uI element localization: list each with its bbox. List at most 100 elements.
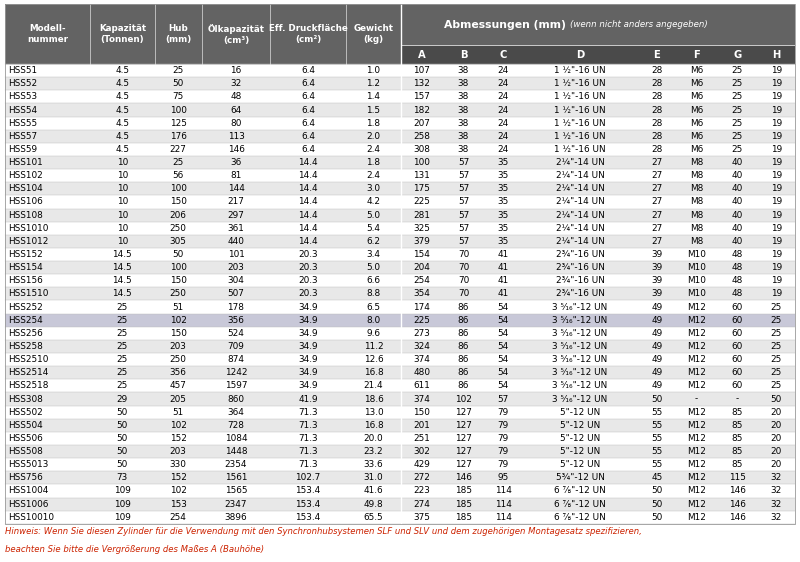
- Text: 25: 25: [732, 79, 743, 88]
- Text: 50: 50: [117, 421, 128, 430]
- Text: M12: M12: [687, 473, 706, 482]
- Bar: [5, 169, 795, 182]
- Text: 14.4: 14.4: [298, 158, 318, 167]
- Text: 13.0: 13.0: [364, 407, 383, 416]
- Text: M6: M6: [690, 145, 703, 154]
- Text: 19: 19: [770, 158, 782, 167]
- Text: 10: 10: [117, 171, 128, 180]
- Text: 24: 24: [498, 132, 509, 141]
- Text: 25: 25: [770, 302, 782, 311]
- Text: 1.8: 1.8: [366, 119, 381, 128]
- Text: 250: 250: [170, 224, 186, 233]
- Text: 48: 48: [732, 277, 743, 285]
- Text: M6: M6: [690, 92, 703, 101]
- Text: 60: 60: [732, 368, 743, 377]
- Text: M6: M6: [690, 119, 703, 128]
- Text: 205: 205: [170, 395, 186, 404]
- Text: HSS57: HSS57: [8, 132, 37, 141]
- Text: 10: 10: [117, 158, 128, 167]
- Text: 874: 874: [227, 355, 245, 364]
- Text: 132: 132: [414, 79, 430, 88]
- Bar: [5, 301, 795, 314]
- Text: Modell-
nummer: Modell- nummer: [27, 24, 68, 44]
- Text: 32: 32: [770, 473, 782, 482]
- Text: 50: 50: [770, 395, 782, 404]
- Text: 85: 85: [732, 447, 743, 456]
- Text: 54: 54: [498, 382, 509, 391]
- Text: 45: 45: [651, 473, 662, 482]
- Text: HSS101: HSS101: [8, 158, 42, 167]
- Text: 2¼"-14 UN: 2¼"-14 UN: [556, 224, 605, 233]
- Text: 5"-12 UN: 5"-12 UN: [560, 447, 600, 456]
- Text: 70: 70: [458, 263, 469, 272]
- Text: 258: 258: [414, 132, 430, 141]
- Text: 25: 25: [770, 355, 782, 364]
- Text: 480: 480: [414, 368, 430, 377]
- Text: 73: 73: [117, 473, 128, 482]
- Text: C: C: [500, 49, 507, 60]
- Text: 14.4: 14.4: [298, 224, 318, 233]
- Text: 32: 32: [770, 500, 782, 509]
- Text: M12: M12: [687, 421, 706, 430]
- Text: A: A: [418, 49, 426, 60]
- Text: M12: M12: [687, 342, 706, 351]
- Text: 101: 101: [228, 250, 245, 259]
- Text: 39: 39: [651, 250, 662, 259]
- Text: 100: 100: [170, 263, 186, 272]
- Text: HSS1012: HSS1012: [8, 237, 48, 246]
- Text: 127: 127: [455, 407, 472, 416]
- Text: 330: 330: [170, 460, 186, 469]
- Text: 109: 109: [114, 513, 130, 522]
- Text: 223: 223: [414, 487, 430, 496]
- Text: 49: 49: [651, 368, 662, 377]
- Text: 14.5: 14.5: [113, 263, 132, 272]
- Text: 182: 182: [414, 106, 430, 115]
- Text: -: -: [695, 395, 698, 404]
- Text: 25: 25: [770, 382, 782, 391]
- Text: HSS10010: HSS10010: [8, 513, 54, 522]
- Text: 48: 48: [732, 263, 743, 272]
- Text: 2¾"-16 UN: 2¾"-16 UN: [556, 289, 605, 298]
- Text: 41: 41: [498, 263, 509, 272]
- Text: 8.8: 8.8: [366, 289, 381, 298]
- Text: 20.0: 20.0: [364, 434, 383, 443]
- Text: 4.5: 4.5: [115, 145, 130, 154]
- Text: 153: 153: [170, 500, 186, 509]
- Text: 2¾"-16 UN: 2¾"-16 UN: [556, 263, 605, 272]
- Text: 709: 709: [228, 342, 245, 351]
- Text: 305: 305: [170, 237, 186, 246]
- Text: 4.2: 4.2: [366, 197, 381, 206]
- Text: 55: 55: [651, 421, 662, 430]
- Bar: [5, 248, 795, 261]
- Text: HSS502: HSS502: [8, 407, 42, 416]
- Bar: [5, 77, 795, 90]
- Text: 1 ½"-16 UN: 1 ½"-16 UN: [554, 66, 606, 75]
- Text: 24: 24: [498, 66, 509, 75]
- Text: 297: 297: [228, 211, 245, 220]
- Text: 102: 102: [455, 395, 472, 404]
- Text: 27: 27: [651, 237, 662, 246]
- Text: Gewicht
(kg): Gewicht (kg): [354, 24, 394, 44]
- Text: 54: 54: [498, 342, 509, 351]
- Text: 23.2: 23.2: [364, 447, 383, 456]
- Text: 27: 27: [651, 197, 662, 206]
- Bar: [202, 4, 270, 64]
- Bar: [638, 45, 676, 64]
- Text: HSS254: HSS254: [8, 316, 42, 325]
- Text: 60: 60: [732, 342, 743, 351]
- Text: 25: 25: [173, 66, 184, 75]
- Text: 38: 38: [458, 106, 469, 115]
- Text: 4.5: 4.5: [115, 92, 130, 101]
- Text: 14.4: 14.4: [298, 197, 318, 206]
- Text: G: G: [734, 49, 742, 60]
- Text: 1.8: 1.8: [366, 158, 381, 167]
- Text: 254: 254: [170, 513, 186, 522]
- Text: 25: 25: [117, 342, 128, 351]
- Bar: [5, 182, 795, 196]
- Text: 14.4: 14.4: [298, 184, 318, 193]
- Text: M12: M12: [687, 316, 706, 325]
- Text: 356: 356: [228, 316, 245, 325]
- Text: 50: 50: [117, 447, 128, 456]
- Bar: [5, 261, 795, 274]
- Text: 374: 374: [414, 355, 430, 364]
